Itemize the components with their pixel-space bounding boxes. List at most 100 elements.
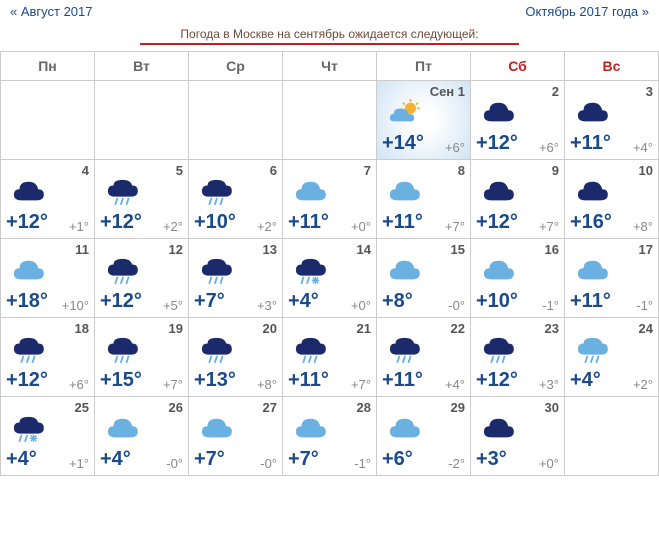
temp-high: +12° (100, 290, 142, 313)
day-cell[interactable]: 17+11°-1° (565, 239, 659, 318)
temp-low: +0° (351, 219, 371, 234)
weather-icon (289, 257, 329, 285)
day-cell[interactable]: 5 +12° +2° (95, 160, 189, 239)
temp-high: +12° (100, 211, 142, 234)
weather-icon (571, 257, 611, 285)
weather-icon (477, 336, 517, 364)
day-number: 10 (639, 163, 653, 178)
day-cell[interactable]: 22+11°+4° (377, 318, 471, 397)
day-cell[interactable]: 29+6°-2° (377, 397, 471, 476)
temp-high: +10° (194, 211, 236, 234)
weekday-header: Вт (95, 52, 189, 81)
empty-cell (189, 81, 283, 160)
day-cell[interactable]: 24+4°+2° (565, 318, 659, 397)
day-cell[interactable]: 2+12°+6° (471, 81, 565, 160)
temp-high: +12° (6, 369, 48, 392)
temp-low: +2° (163, 219, 183, 234)
day-cell[interactable]: 12+12°+5° (95, 239, 189, 318)
day-cell[interactable]: 14+4°+0° (283, 239, 377, 318)
temp-high: +7° (288, 448, 319, 471)
weekday-header: Ср (189, 52, 283, 81)
temp-low: +8° (633, 219, 653, 234)
temp-low: +2° (257, 219, 277, 234)
temp-high: +11° (570, 290, 611, 313)
day-cell[interactable]: 26+4°-0° (95, 397, 189, 476)
temp-low: -0° (166, 456, 183, 471)
temp-low: +0° (351, 298, 371, 313)
weekday-header: Пт (377, 52, 471, 81)
day-number: 11 (75, 242, 89, 257)
next-month-link[interactable]: Октябрь 2017 года » (525, 4, 649, 19)
temp-low: +2° (633, 377, 653, 392)
day-number: 15 (451, 242, 465, 257)
temp-low: -0° (448, 298, 465, 313)
day-number: 17 (639, 242, 653, 257)
day-cell[interactable]: 19+15°+7° (95, 318, 189, 397)
temp-high: +7° (194, 290, 225, 313)
prev-month-link[interactable]: « Август 2017 (10, 4, 93, 19)
weather-icon (7, 257, 47, 285)
day-cell[interactable]: 25+4°+1° (1, 397, 95, 476)
day-cell[interactable]: 9 +12° +7° (471, 160, 565, 239)
temp-high: +12° (476, 211, 518, 234)
temp-low: +1° (69, 219, 89, 234)
day-cell[interactable]: 4+12°+1° (1, 160, 95, 239)
day-cell[interactable]: Сен 1+14°+6° (377, 81, 471, 160)
day-number: 21 (357, 321, 371, 336)
weather-icon (571, 99, 611, 127)
day-number: 19 (169, 321, 183, 336)
day-cell[interactable]: 23+12°+3° (471, 318, 565, 397)
day-number: 27 (263, 400, 277, 415)
weather-icon (477, 257, 517, 285)
weather-icon (383, 257, 423, 285)
day-cell[interactable]: 3+11°+4° (565, 81, 659, 160)
day-cell[interactable]: 16+10°-1° (471, 239, 565, 318)
temp-high: +14° (382, 132, 424, 155)
day-cell[interactable]: 15+8°-0° (377, 239, 471, 318)
temp-high: +11° (570, 132, 611, 155)
day-number: 23 (545, 321, 559, 336)
day-number: Сен 1 (430, 84, 465, 99)
day-cell[interactable]: 10 +16° +8° (565, 160, 659, 239)
temp-low: -2° (448, 456, 465, 471)
day-number: 16 (545, 242, 559, 257)
day-cell[interactable]: 7+11°+0° (283, 160, 377, 239)
temp-high: +10° (476, 290, 518, 313)
temp-high: +7° (194, 448, 225, 471)
day-cell[interactable]: 28+7°-1° (283, 397, 377, 476)
temp-low: +7° (539, 219, 559, 234)
temp-low: +3° (257, 298, 277, 313)
weather-icon (101, 257, 141, 285)
day-cell[interactable]: 18+12°+6° (1, 318, 95, 397)
day-cell[interactable]: 30+3°+0° (471, 397, 565, 476)
day-cell[interactable]: 21+11°+7° (283, 318, 377, 397)
day-number: 9 (552, 163, 559, 178)
weekday-header: Вс (565, 52, 659, 81)
temp-high: +4° (570, 369, 601, 392)
temp-high: +12° (6, 211, 48, 234)
weather-icon (7, 336, 47, 364)
empty-cell (1, 81, 95, 160)
calendar-grid: ПнВтСрЧтПтСбВсСен 1+14°+6°2+12°+6°3+11°+… (0, 51, 659, 476)
weather-icon (477, 99, 517, 127)
day-cell[interactable]: 11+18°+10° (1, 239, 95, 318)
day-cell[interactable]: 20+13°+8° (189, 318, 283, 397)
day-number: 12 (169, 242, 183, 257)
day-cell[interactable]: 27+7°-0° (189, 397, 283, 476)
day-cell[interactable]: 6+10°+2° (189, 160, 283, 239)
day-number: 13 (263, 242, 277, 257)
temp-low: +1° (69, 456, 89, 471)
weather-icon (101, 415, 141, 443)
day-number: 3 (646, 84, 653, 99)
weekday-header: Сб (471, 52, 565, 81)
empty-cell (565, 397, 659, 476)
temp-high: +12° (476, 132, 518, 155)
day-cell[interactable]: 13 +7° +3° (189, 239, 283, 318)
day-number: 5 (176, 163, 183, 178)
weather-icon (383, 415, 423, 443)
temp-low: +7° (163, 377, 183, 392)
weather-icon (289, 415, 329, 443)
day-cell[interactable]: 8+11°+7° (377, 160, 471, 239)
temp-high: +16° (570, 211, 612, 234)
day-number: 26 (169, 400, 183, 415)
